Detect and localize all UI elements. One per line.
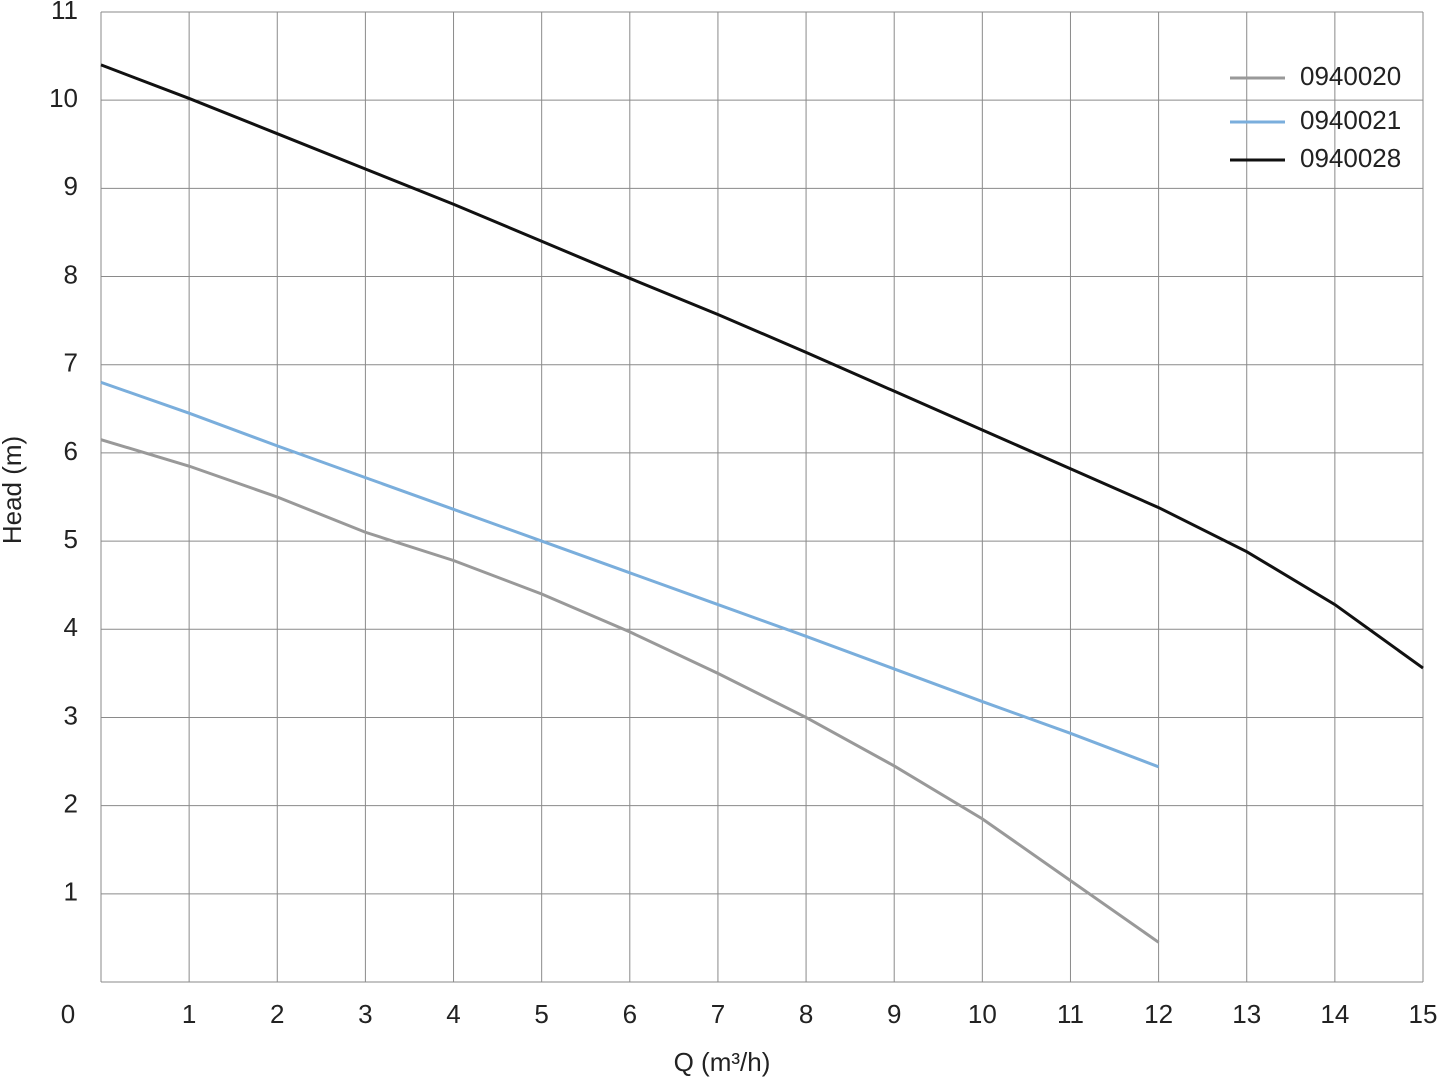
x-tick-label: 1 <box>182 999 196 1029</box>
x-tick-label: 7 <box>711 999 725 1029</box>
x-axis-label: Q (m³/h) <box>674 1047 771 1077</box>
y-tick-label: 6 <box>64 436 78 466</box>
legend-label: 0940021 <box>1300 105 1401 135</box>
y-tick-label: 1 <box>64 877 78 907</box>
legend-label: 0940028 <box>1300 143 1401 173</box>
series-line <box>100 63 1424 670</box>
y-tick-label: 9 <box>64 171 78 201</box>
y-axis-label: Head (m) <box>0 436 27 544</box>
x-tick-label: 12 <box>1144 999 1173 1029</box>
x-tick-label: 10 <box>968 999 997 1029</box>
x-tick-label: 5 <box>534 999 548 1029</box>
y-tick-label: 7 <box>64 348 78 378</box>
y-tick-label: 8 <box>64 259 78 289</box>
y-tick-label: 11 <box>51 0 78 25</box>
x-tick-label: 8 <box>799 999 813 1029</box>
series-line <box>100 380 1160 769</box>
y-tick-label: 2 <box>64 789 78 819</box>
y-tick-label: 3 <box>64 700 78 730</box>
x-tick-label: 0 <box>61 999 75 1029</box>
y-tick-label: 4 <box>64 612 78 642</box>
series-line <box>100 438 1160 944</box>
x-tick-label: 13 <box>1232 999 1261 1029</box>
x-tick-label: 4 <box>446 999 460 1029</box>
x-tick-label: 2 <box>270 999 284 1029</box>
y-tick-label: 5 <box>64 524 78 554</box>
x-tick-label: 3 <box>358 999 372 1029</box>
x-tick-label: 9 <box>887 999 901 1029</box>
x-tick-label: 6 <box>623 999 637 1029</box>
x-tick-label: 15 <box>1409 999 1438 1029</box>
x-tick-label: 14 <box>1320 999 1349 1029</box>
legend-label: 0940020 <box>1300 61 1401 91</box>
y-tick-label: 10 <box>49 83 78 113</box>
x-tick-label: 11 <box>1057 999 1084 1029</box>
